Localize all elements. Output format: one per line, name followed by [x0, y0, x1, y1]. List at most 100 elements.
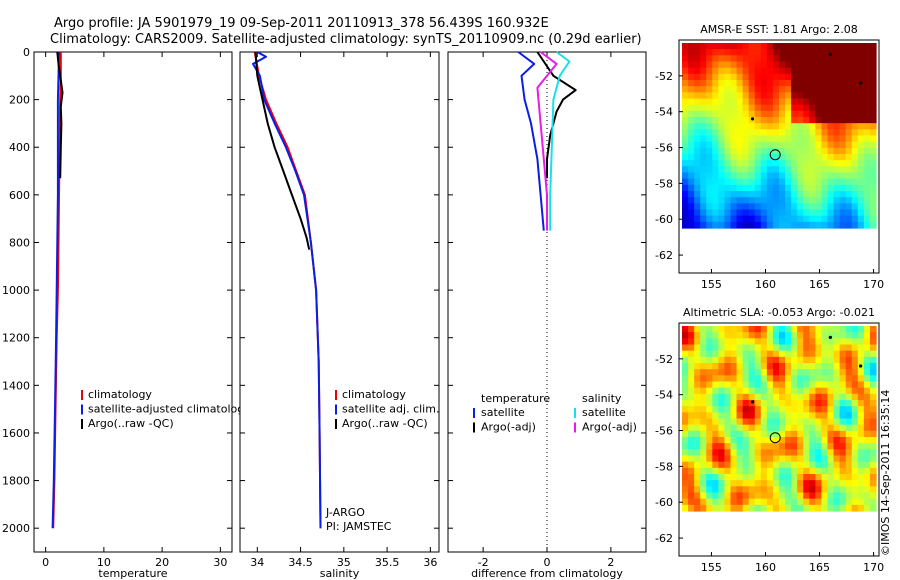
x-tick-label: 2	[607, 556, 614, 569]
map-cell	[730, 387, 738, 395]
map-cell	[754, 480, 762, 487]
map-cell	[869, 86, 877, 93]
map-cell	[827, 480, 835, 487]
map-cell	[682, 486, 689, 494]
map-cell	[821, 356, 829, 364]
map-cell	[754, 123, 762, 130]
map-cell	[682, 467, 689, 475]
map-cell	[791, 184, 798, 192]
map-cell	[785, 430, 792, 438]
map-cell	[809, 61, 816, 69]
map-cell	[748, 49, 756, 56]
map-cell	[730, 406, 738, 413]
map-cell	[760, 123, 768, 130]
map-cell	[724, 209, 732, 217]
map-cell	[760, 203, 768, 211]
map-cell	[688, 215, 695, 223]
map-cell	[803, 98, 810, 106]
map-cell	[712, 461, 719, 469]
map-cell	[779, 455, 786, 463]
map-cell	[857, 443, 865, 450]
y-tick-label: 1400	[2, 379, 30, 392]
map-cell	[791, 80, 798, 87]
map-cell	[748, 86, 756, 93]
map-cell	[827, 209, 835, 217]
map-cell	[815, 369, 823, 376]
map-cell	[797, 191, 804, 198]
map-cell	[863, 430, 871, 438]
map-cell	[845, 480, 853, 487]
map-cell	[809, 221, 816, 229]
map-cell	[797, 197, 804, 204]
map-cell	[760, 418, 768, 426]
map-cell	[815, 129, 823, 137]
map-cell	[821, 486, 829, 494]
map-cell	[742, 412, 750, 420]
map-cell	[682, 215, 689, 223]
map-cell	[785, 412, 792, 420]
profile-panel-2: 34 34.5 35 35.5 36salinityclimatologysatelli…	[239, 51, 440, 580]
map-cell	[688, 129, 695, 137]
map-cell	[682, 73, 689, 81]
map-cell	[706, 209, 713, 217]
map-cell	[863, 129, 871, 137]
map-cell	[700, 203, 707, 211]
map-cell	[845, 350, 853, 358]
map-cell	[785, 486, 792, 494]
map-cell	[742, 160, 750, 167]
map-cell	[706, 117, 713, 124]
map-cell	[760, 80, 768, 87]
map-cell	[712, 43, 719, 50]
map-cell	[809, 486, 816, 494]
map-cell	[694, 86, 701, 93]
map-cell	[845, 332, 853, 339]
map-cell	[845, 221, 853, 229]
map-cell	[833, 191, 841, 198]
map-cell	[742, 110, 750, 118]
map-cell	[791, 474, 798, 481]
map-cell	[869, 406, 877, 413]
map-cell	[754, 86, 762, 93]
map-cell	[700, 197, 707, 204]
map-cell	[857, 455, 865, 463]
map-cell	[694, 412, 701, 420]
map-cell	[742, 449, 750, 457]
map-cell	[682, 43, 689, 50]
map-cell	[815, 80, 823, 87]
map-cell	[742, 430, 750, 438]
map-cell	[869, 418, 877, 426]
series-line	[536, 51, 558, 231]
map-cell	[754, 80, 762, 87]
map-cell	[754, 443, 762, 450]
map-cell	[833, 123, 841, 130]
map-cell	[863, 123, 871, 130]
map-cell	[682, 504, 689, 512]
map-cell	[730, 350, 738, 358]
y-tick-label: 400	[9, 141, 30, 154]
map-cell	[851, 430, 859, 438]
y-tick-label: 200	[9, 94, 30, 107]
map-cell	[803, 129, 810, 137]
map-cell	[785, 221, 792, 229]
map-cell	[748, 381, 756, 389]
map-cell	[863, 178, 871, 186]
map-cell	[706, 350, 713, 358]
map-cell	[785, 480, 792, 487]
map-cell	[839, 369, 847, 376]
map-cell	[772, 154, 780, 161]
map-cell	[772, 412, 780, 420]
map-cell	[772, 326, 780, 333]
map-cell	[688, 332, 695, 339]
map-cell	[797, 400, 804, 407]
map-cell	[833, 387, 841, 395]
map-cell	[736, 412, 744, 420]
map-cell	[815, 437, 823, 444]
map-cell	[748, 400, 756, 407]
map-cell	[736, 104, 744, 112]
map-cell	[766, 363, 774, 370]
map-cell	[712, 486, 719, 494]
map-cell	[785, 86, 792, 93]
map-cell	[845, 412, 853, 420]
map-cell	[827, 369, 835, 376]
map-cell	[712, 129, 719, 137]
